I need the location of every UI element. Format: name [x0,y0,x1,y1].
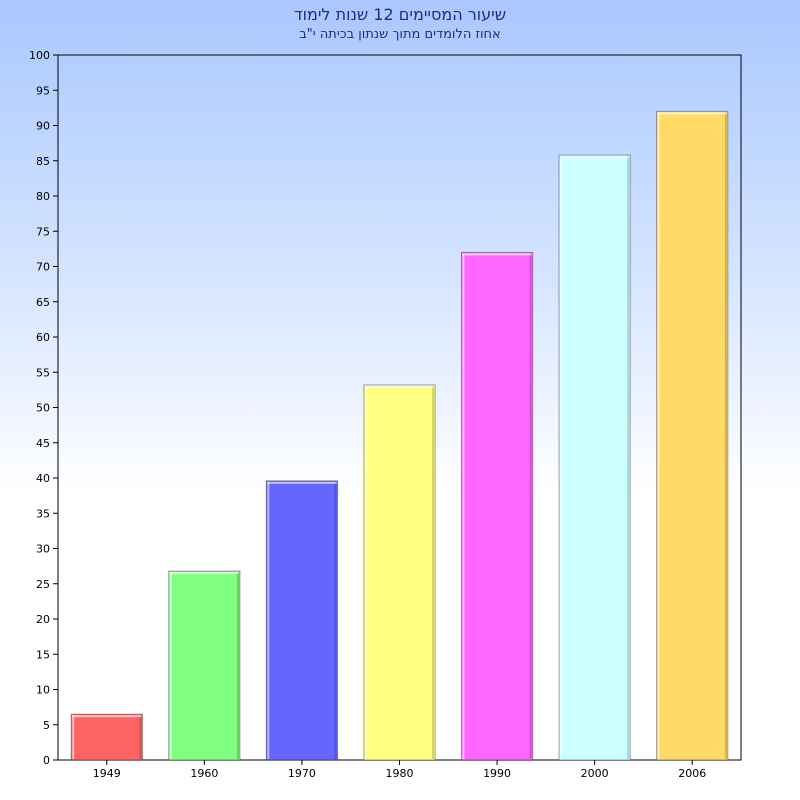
bar-top-2006 [657,112,727,115]
y-tick-label: 90 [36,120,50,133]
bar-shade-1990 [529,253,532,759]
bar-highlight-1990 [462,253,465,759]
x-tick-label: 1970 [288,767,316,780]
x-tick-label: 1949 [93,767,121,780]
x-tick-label: 2006 [678,767,706,780]
x-tick-label: 1980 [386,767,414,780]
bar-1949 [70,713,143,761]
y-tick-label: 80 [36,190,50,203]
x-tick-label: 1990 [483,767,511,780]
bar-highlight-1949 [72,715,75,759]
y-tick-label: 5 [43,719,50,732]
bar-highlight-2006 [657,112,660,759]
y-tick-label: 10 [36,684,50,697]
bar-2006 [656,110,729,761]
x-tick-label: 2000 [581,767,609,780]
chart-subtitle: אחוז הלומדים מתוך שנתון בכיתה י"ב [299,27,501,42]
bar-1980 [363,384,436,761]
bar-shade-1960 [236,572,239,759]
bar-highlight-1960 [169,572,172,759]
bar-1990 [460,251,534,761]
bar-shade-2000 [627,156,630,760]
y-tick-label: 45 [36,437,50,450]
bar-1970 [265,480,339,761]
bar-top-1949 [72,715,142,718]
y-tick-label: 60 [36,331,50,344]
y-tick-label: 25 [36,578,50,591]
bar-top-1980 [364,385,435,388]
bar-top-1970 [267,481,337,484]
y-tick-label: 55 [36,366,50,379]
bar-top-1960 [169,572,239,575]
bar-top-2000 [560,156,630,159]
y-tick-label: 100 [29,49,50,62]
bar-shade-2006 [724,112,727,759]
bar-top-1990 [462,253,532,256]
bar-highlight-1980 [364,385,367,759]
y-tick-label: 30 [36,543,50,556]
y-tick-label: 70 [36,261,50,274]
y-tick-label: 35 [36,507,50,520]
y-tick-label: 50 [36,402,50,415]
y-tick-label: 15 [36,648,50,661]
y-tick-label: 95 [36,84,50,97]
y-tick-label: 20 [36,613,50,626]
y-tick-label: 40 [36,472,50,485]
bar-highlight-1970 [267,481,270,759]
chart-titles: שיעור המסיימים 12 שנות לימוד אחוז הלומדי… [0,4,800,44]
bar-highlight-2000 [560,156,563,760]
bar-2000 [558,154,631,761]
chart-title: שיעור המסיימים 12 שנות לימוד [293,5,507,24]
bar-shade-1949 [139,715,142,759]
y-tick-label: 0 [43,754,50,767]
bar-shade-1980 [432,385,435,759]
y-tick-label: 65 [36,296,50,309]
bar-1960 [168,570,241,761]
y-tick-label: 85 [36,155,50,168]
bar-shade-1970 [334,481,337,759]
x-tick-label: 1960 [190,767,218,780]
y-tick-label: 75 [36,225,50,238]
